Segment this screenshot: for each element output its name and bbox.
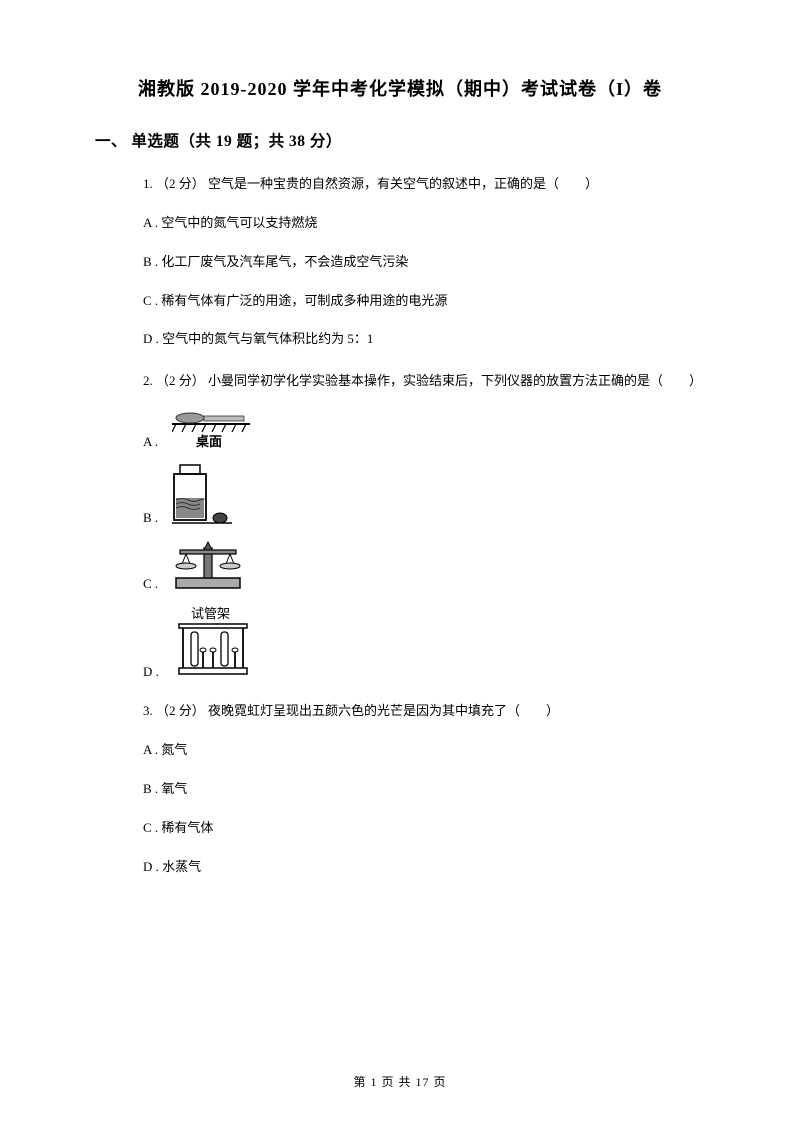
q2-text: 2. （2 分） 小曼同学初学化学实验基本操作，实验结束后，下列仪器的放置方法正…: [143, 370, 705, 392]
page-footer: 第 1 页 共 17 页: [0, 1073, 800, 1090]
bottle-image-icon: [172, 464, 232, 526]
q3-text: 3. （2 分） 夜晚霓虹灯呈现出五颜六色的光芒是因为其中填充了（ ）: [143, 700, 705, 722]
q1-option-a: A . 空气中的氮气可以支持燃烧: [143, 213, 705, 234]
q2-optC-label: C .: [143, 576, 158, 592]
q1-points: （2 分）: [156, 176, 205, 191]
q1-option-b: B . 化工厂废气及汽车尾气，不会造成空气污染: [143, 252, 705, 273]
question-2: 2. （2 分） 小曼同学初学化学实验基本操作，实验结束后，下列仪器的放置方法正…: [95, 370, 705, 680]
q1-text: 1. （2 分） 空气是一种宝贵的自然资源，有关空气的叙述中，正确的是（ ）: [143, 173, 705, 195]
q2-optA-label: A .: [143, 434, 158, 450]
test-tube-rack-image-icon: 试管架: [173, 606, 253, 680]
q1-option-c: C . 稀有气体有广泛的用途，可制成多种用途的电光源: [143, 291, 705, 312]
q3-number: 3.: [143, 703, 153, 718]
q2-option-c: C .: [143, 540, 705, 592]
q3-option-d: D . 水蒸气: [143, 857, 705, 878]
desk-image-icon: 桌面: [172, 410, 250, 450]
q3-option-b: B . 氧气: [143, 779, 705, 800]
page-title: 湘教版 2019-2020 学年中考化学模拟（期中）考试试卷（I）卷: [95, 75, 705, 101]
q2-points: （2 分）: [156, 373, 205, 388]
balance-image-icon: [172, 540, 244, 592]
q2-number: 2.: [143, 373, 153, 388]
svg-text:试管架: 试管架: [191, 606, 230, 621]
q2-optD-label: D .: [143, 664, 159, 680]
svg-text:桌面: 桌面: [196, 434, 222, 449]
q2-body: 小曼同学初学化学实验基本操作，实验结束后，下列仪器的放置方法正确的是（ ）: [208, 373, 702, 388]
q3-body: 夜晚霓虹灯呈现出五颜六色的光芒是因为其中填充了（ ）: [208, 703, 559, 718]
q2-option-a: A . 桌面: [143, 410, 705, 450]
q2-option-b: B .: [143, 464, 705, 526]
q1-option-d: D . 空气中的氮气与氧气体积比约为 5：1: [143, 329, 705, 350]
q2-optB-label: B .: [143, 510, 158, 526]
q1-number: 1.: [143, 176, 153, 191]
q1-body: 空气是一种宝贵的自然资源，有关空气的叙述中，正确的是（ ）: [208, 176, 598, 191]
question-3: 3. （2 分） 夜晚霓虹灯呈现出五颜六色的光芒是因为其中填充了（ ） A . …: [95, 700, 705, 877]
q3-option-a: A . 氮气: [143, 740, 705, 761]
section-header: 一、 单选题（共 19 题；共 38 分）: [95, 129, 705, 151]
q2-option-d: D . 试管架: [143, 606, 705, 680]
q3-points: （2 分）: [156, 703, 205, 718]
question-1: 1. （2 分） 空气是一种宝贵的自然资源，有关空气的叙述中，正确的是（ ） A…: [95, 173, 705, 350]
q3-option-c: C . 稀有气体: [143, 818, 705, 839]
